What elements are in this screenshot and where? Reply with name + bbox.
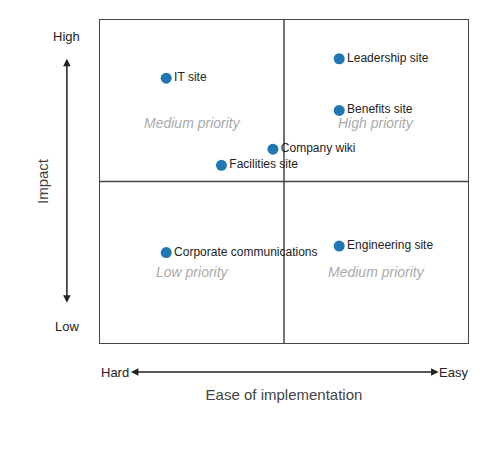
svg-text:Hard: Hard bbox=[101, 365, 129, 380]
svg-text:Medium priority: Medium priority bbox=[328, 264, 425, 280]
svg-text:Engineering site: Engineering site bbox=[347, 238, 433, 252]
svg-text:IT site: IT site bbox=[174, 70, 207, 84]
svg-text:Impact: Impact bbox=[34, 158, 51, 204]
svg-text:Ease of implementation: Ease of implementation bbox=[206, 386, 363, 403]
svg-text:High priority: High priority bbox=[338, 115, 414, 131]
svg-text:Corporate communications: Corporate communications bbox=[174, 245, 317, 259]
svg-text:Low priority: Low priority bbox=[156, 264, 229, 280]
svg-text:Easy: Easy bbox=[439, 365, 468, 380]
svg-text:Benefits site: Benefits site bbox=[347, 102, 413, 116]
svg-text:Leadership site: Leadership site bbox=[347, 51, 429, 65]
svg-text:High: High bbox=[53, 29, 80, 44]
svg-text:Company wiki: Company wiki bbox=[281, 141, 356, 155]
svg-text:Low: Low bbox=[55, 319, 79, 334]
svg-text:Facilities site: Facilities site bbox=[229, 157, 298, 171]
svg-text:Medium priority: Medium priority bbox=[144, 115, 241, 131]
